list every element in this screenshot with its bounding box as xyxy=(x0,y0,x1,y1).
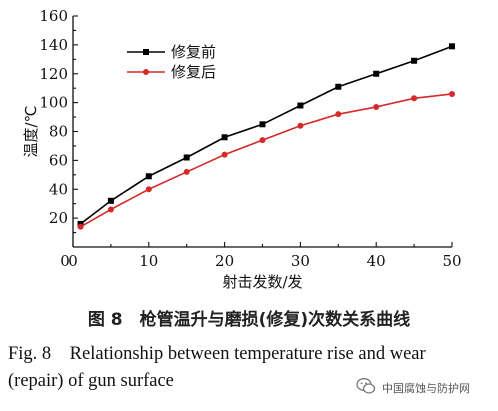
series-1-point xyxy=(145,173,152,180)
y-tick-label: 160 xyxy=(39,7,68,25)
y-origin-label: 0 xyxy=(60,252,70,270)
series-line-2 xyxy=(80,93,453,228)
x-tick-label: 10 xyxy=(139,252,158,270)
x-axis-title: 射击发数/发 xyxy=(222,273,302,291)
series-2-point xyxy=(297,122,304,129)
legend-label: 修复前 xyxy=(171,43,216,61)
series-2-point xyxy=(183,168,190,175)
y-tick-label: 60 xyxy=(49,151,68,169)
y-tick-label: 20 xyxy=(49,209,68,227)
series-line-1 xyxy=(80,45,453,225)
series-1-point xyxy=(297,102,304,109)
series-1-point xyxy=(335,83,342,90)
y-tick-label: 80 xyxy=(49,123,68,141)
x-tick-label: 40 xyxy=(367,252,386,270)
legend-swatch-marker xyxy=(143,49,149,55)
series-2-point xyxy=(221,151,228,158)
figure-caption-english-line2: (repair) of gun surface xyxy=(8,371,174,391)
line-chart: 0 10 20 30 40 50 20 40 60 80 100 120 140 160 0 射击发数/发 温度… xyxy=(22,7,462,291)
series-2-point xyxy=(145,186,152,193)
y-tick-label: 40 xyxy=(49,180,68,198)
series-2-point xyxy=(373,103,380,110)
x-tick-label: 0 xyxy=(68,252,78,270)
wechat-icon xyxy=(356,378,376,394)
figure-caption-english-line1: Fig. 8 Relationship between temperature … xyxy=(8,344,426,364)
x-tick-label: 30 xyxy=(291,252,310,270)
series-1-point xyxy=(183,154,190,161)
series-2-point xyxy=(449,90,455,97)
x-tick-label: 20 xyxy=(215,252,234,270)
y-tick-label: 120 xyxy=(39,65,68,83)
series-1-point xyxy=(449,43,455,50)
series-2-point xyxy=(335,111,342,118)
y-axis-title: 温度/℃ xyxy=(22,106,40,158)
series-2-point xyxy=(411,95,418,102)
y-tick-label: 100 xyxy=(39,94,68,112)
y-tick-label: 140 xyxy=(39,36,68,54)
series-1-point xyxy=(107,197,114,204)
series-1-point xyxy=(221,134,228,141)
series-1-point xyxy=(259,121,266,128)
series-2-point xyxy=(259,137,266,144)
figure-caption-chinese: 图 8 枪管温升与磨损(修复)次数关系曲线 xyxy=(87,310,411,330)
series-1-point xyxy=(411,57,418,64)
legend-swatch-marker xyxy=(143,69,149,75)
series-1-point xyxy=(373,70,380,77)
series-2-point xyxy=(77,223,84,230)
watermark-text: 中国腐蚀与防护网 xyxy=(382,382,470,395)
series-2-point xyxy=(107,206,114,213)
x-tick-label: 50 xyxy=(442,252,461,270)
legend-label: 修复后 xyxy=(171,63,216,81)
